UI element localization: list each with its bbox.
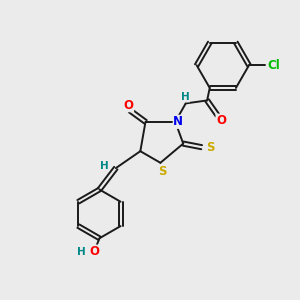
Text: H: H xyxy=(181,92,190,102)
Text: H: H xyxy=(77,247,86,256)
Text: Cl: Cl xyxy=(267,59,280,72)
Text: S: S xyxy=(158,165,166,178)
Text: H: H xyxy=(100,161,109,171)
Text: N: N xyxy=(173,115,183,128)
Text: O: O xyxy=(216,114,226,127)
Text: O: O xyxy=(124,99,134,112)
Text: O: O xyxy=(89,245,99,258)
Text: S: S xyxy=(206,141,214,154)
